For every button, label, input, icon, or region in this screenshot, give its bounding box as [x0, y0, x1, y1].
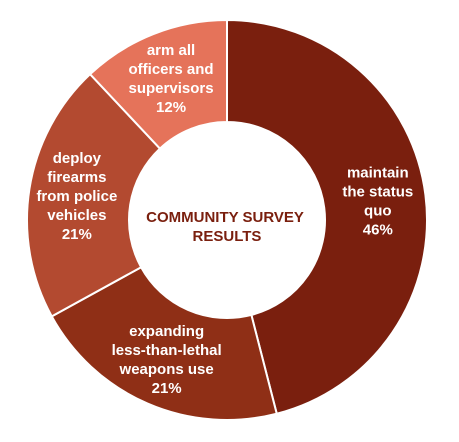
slice-label-line: firearms: [47, 169, 106, 186]
slice-label-line: expanding: [129, 323, 204, 340]
center-title: COMMUNITY SURVEY RESULTS: [146, 209, 308, 245]
slice-label-line: quo: [364, 202, 392, 219]
donut-slice-4: [88, 18, 228, 150]
slices-layer: [26, 18, 428, 421]
slice-label-line: officers and: [129, 61, 214, 78]
center-title-line-2: RESULTS: [193, 228, 262, 245]
center-title-line-1: COMMUNITY SURVEY: [146, 209, 304, 226]
slice-label-4: arm all officers and supervisors 12%: [129, 42, 214, 116]
slice-label-line: vehicles: [47, 207, 106, 224]
slice-value-label: 46%: [363, 221, 393, 238]
slice-label-line: supervisors: [129, 80, 214, 97]
donut-slice-1: [226, 18, 428, 415]
slice-label-line: maintain: [347, 164, 409, 181]
slice-label-line: weapons use: [119, 361, 214, 378]
slice-label-line: the status: [342, 183, 413, 200]
slice-label-line: less-than-lethal: [112, 342, 222, 359]
donut-slice-2: [50, 265, 278, 421]
slice-label-3: deploy firearms from police vehicles 21%: [36, 150, 117, 243]
slice-label-line: deploy: [53, 150, 102, 167]
slice-value-label: 21%: [62, 226, 92, 243]
slice-value-label: 21%: [152, 380, 182, 397]
slice-value-label: 12%: [156, 99, 186, 116]
slice-label-2: expanding less-than-lethal weapons use 21%: [112, 323, 222, 397]
donut-slice-3: [26, 72, 162, 318]
slice-label-line: from police: [36, 188, 117, 205]
slice-label-1: maintain the status quo 46%: [342, 164, 413, 238]
slice-label-line: arm all: [147, 42, 195, 59]
labels-layer: maintain the status quo 46% expanding less-th…: [36, 42, 413, 397]
